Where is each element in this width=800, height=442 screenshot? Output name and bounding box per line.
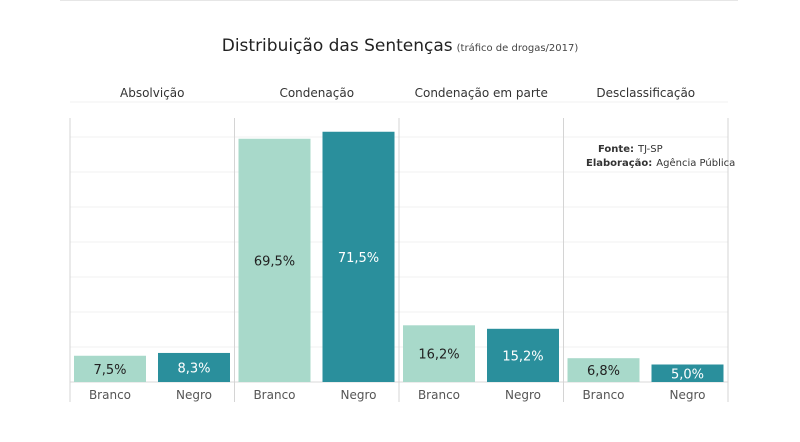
bar-branco: [403, 325, 475, 382]
category-label: Negro: [176, 388, 212, 402]
top-divider: [60, 0, 738, 1]
panel-title: Condenação: [279, 86, 354, 100]
panel-title: Condenação em parte: [415, 86, 548, 100]
bar-branco: [567, 358, 640, 382]
svg-text:Fonte:TJ-SP: Fonte: TJ-SP: [598, 144, 663, 155]
chart-title: Distribuição das Sentenças: [221, 36, 453, 56]
value-labels: 7,5% 8,3% 69,5% 71,5% 16,2% 15,2% 6,8% 5,0%: [93, 251, 704, 382]
panel-title: Absolvição: [120, 86, 184, 100]
value-label: 8,3%: [177, 361, 210, 376]
chart-title-row: Distribuição das Sentenças (tráfico de dr…: [0, 36, 800, 56]
bar-negro: [651, 364, 724, 382]
panel-dividers: [69, 118, 729, 402]
source-annotation: Fonte: TJ-SP Elaboração: Agência Pública: [586, 144, 735, 169]
credit-label: Elaboração:: [586, 158, 652, 169]
bar-negro: [487, 328, 559, 382]
category-label: Negro: [505, 388, 541, 402]
value-label: 5,0%: [671, 367, 704, 382]
category-label: Branco: [582, 388, 624, 402]
source-value: TJ-SP: [637, 144, 663, 155]
credit-value: Agência Pública: [656, 157, 735, 169]
svg-text:Elaboração:Agência Pública: Elaboração: Agência Pública: [586, 157, 735, 169]
category-label: Negro: [341, 388, 377, 402]
category-labels: Branco Negro Branco Negro Branco Negro Branco N…: [89, 388, 706, 402]
bars: [74, 131, 724, 382]
value-label: 69,5%: [254, 254, 295, 269]
category-label: Branco: [253, 388, 295, 402]
panel-titles: Absolvição Condenação Condenação em parte D…: [120, 86, 695, 100]
bar-branco: [238, 138, 311, 382]
bar-branco: [74, 355, 146, 382]
category-label: Branco: [89, 388, 131, 402]
value-label: 71,5%: [338, 251, 379, 266]
value-label: 15,2%: [502, 349, 543, 364]
value-label: 6,8%: [587, 364, 620, 379]
bar-negro: [158, 352, 230, 382]
panel-title: Desclassificação: [596, 86, 695, 100]
category-label: Branco: [418, 388, 460, 402]
bar-negro: [322, 131, 395, 382]
source-label: Fonte:: [598, 144, 634, 155]
value-label: 16,2%: [418, 348, 459, 363]
chart-subtitle: (tráfico de drogas/2017): [456, 43, 579, 54]
value-label: 7,5%: [93, 363, 126, 378]
category-label: Negro: [670, 388, 706, 402]
